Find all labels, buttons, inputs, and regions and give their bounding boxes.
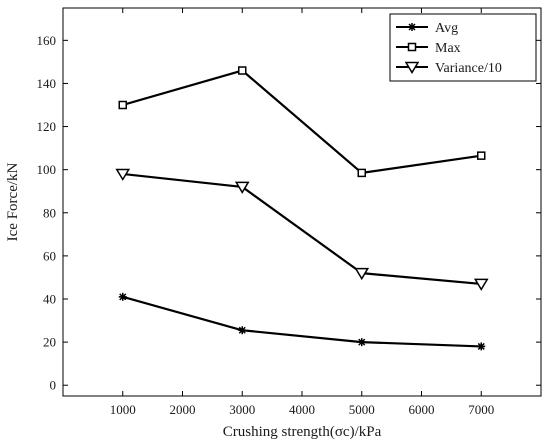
x-tick-label: 7000 [468, 402, 494, 417]
legend: Avg Max Variance/10 [389, 13, 537, 82]
x-tick-label: 5000 [349, 402, 375, 417]
data-point-variance-10 [354, 267, 370, 281]
y-tick-label: 140 [37, 76, 57, 91]
legend-label-avg: Avg [435, 21, 458, 36]
x-tick-label: 2000 [170, 402, 196, 417]
data-point-avg [477, 342, 486, 351]
y-tick-label: 60 [43, 248, 56, 263]
data-point-variance-10 [115, 168, 131, 181]
legend-label-max: Max [435, 41, 461, 56]
x-tick-label: 6000 [409, 402, 435, 417]
legend-marker-max [407, 42, 417, 52]
series-line-avg [122, 295, 482, 348]
x-axis: 1000 2000 3000 4000 5000 6000 7000 [110, 8, 494, 417]
data-point-avg [357, 338, 366, 347]
series-line-max [122, 69, 482, 174]
data-point-max [118, 100, 127, 110]
data-point-avg [238, 326, 247, 335]
y-tick-label: 80 [43, 205, 56, 220]
data-point-variance-10 [473, 278, 489, 291]
y-tick-label: 20 [43, 335, 56, 350]
x-tick-label: 4000 [289, 402, 315, 417]
legend-marker-variance-10 [404, 61, 420, 74]
data-point-variance-10 [234, 181, 250, 194]
legend-marker-avg [408, 23, 416, 31]
legend-label-variance-10: Variance/10 [435, 61, 502, 76]
x-tick-label: 1000 [110, 402, 136, 417]
x-axis-label: Crushing strength(σc)/kPa [223, 424, 382, 440]
x-tick-label: 3000 [229, 402, 255, 417]
data-point-avg [118, 292, 127, 301]
data-point-max [477, 151, 486, 160]
y-tick-label: 0 [50, 378, 57, 393]
y-tick-label: 100 [37, 162, 57, 177]
series-layer [115, 66, 489, 351]
y-tick-label: 120 [37, 119, 57, 134]
y-tick-label: 40 [43, 292, 56, 307]
y-axis-label: Ice Force/kN [5, 162, 21, 241]
data-point-max [357, 168, 366, 178]
data-point-max [238, 66, 247, 75]
series-line-variance-10 [122, 172, 482, 286]
y-tick-label: 160 [37, 33, 57, 48]
y-axis: 0 20 40 60 80 100 120 140 160 [37, 33, 541, 393]
